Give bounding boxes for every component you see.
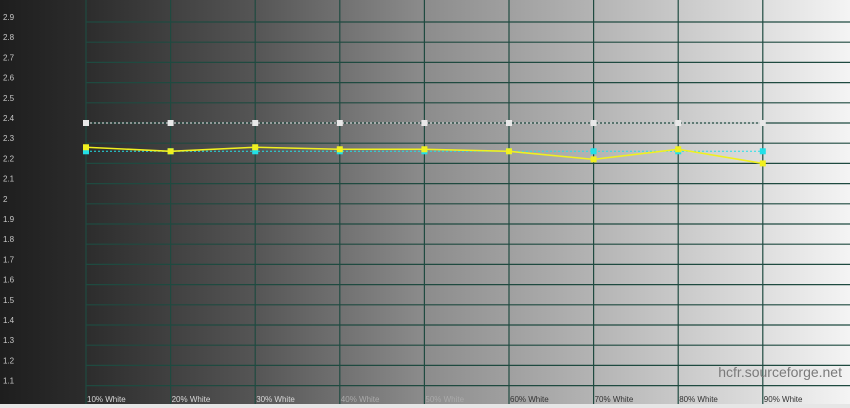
series-point-0 [759, 120, 766, 126]
y-tick-label: 2.5 [3, 94, 15, 103]
x-tick-label: 90% White [764, 395, 803, 404]
x-tick-label: 60% White [510, 395, 549, 404]
series-point-2 [83, 144, 89, 151]
watermark: hcfr.sourceforge.net [718, 364, 842, 380]
y-tick-label: 1.5 [3, 296, 15, 305]
y-tick-label: 2.3 [3, 134, 15, 143]
y-tick-label: 1.4 [3, 316, 15, 325]
series-point-0 [506, 120, 512, 126]
series-point-2 [590, 156, 597, 163]
series-point-0 [252, 120, 259, 126]
series-point-0 [336, 120, 343, 126]
y-tick-label: 2.1 [3, 175, 15, 184]
y-tick-label: 1.1 [3, 377, 15, 386]
y-tick-label: 2.4 [3, 114, 15, 123]
series-point-2 [759, 160, 766, 167]
y-tick-label: 2 [3, 195, 8, 204]
series-point-1 [252, 148, 259, 155]
y-tick-label: 1.2 [3, 356, 15, 365]
x-tick-label: 10% White [87, 395, 126, 404]
series-point-0 [83, 120, 89, 126]
series-point-2 [252, 144, 259, 151]
x-tick-label: 80% White [679, 395, 718, 404]
y-tick-label: 2.8 [3, 33, 15, 42]
series-point-0 [675, 120, 682, 126]
series-point-0 [167, 120, 174, 126]
bottom-strip [0, 404, 850, 408]
series-point-1 [590, 148, 597, 155]
x-tick-label: 40% White [341, 395, 380, 404]
y-tick-label: 2.7 [3, 53, 15, 62]
x-tick-label: 50% White [425, 395, 464, 404]
y-tick-label: 2.6 [3, 74, 15, 83]
series-point-2 [336, 146, 343, 153]
series-point-0 [590, 120, 597, 126]
series-point-2 [167, 148, 174, 155]
x-tick-label: 70% White [595, 395, 634, 404]
series-point-0 [421, 120, 428, 126]
x-tick-label: 20% White [172, 395, 211, 404]
y-tick-label: 1.3 [3, 336, 15, 345]
series-point-2 [506, 148, 512, 155]
y-tick-label: 2.2 [3, 154, 15, 163]
series-point-1 [759, 148, 766, 155]
series-point-2 [421, 146, 428, 153]
y-tick-label: 1.6 [3, 276, 15, 285]
series-point-2 [675, 146, 682, 153]
x-tick-label: 30% White [256, 395, 295, 404]
series-point-1 [83, 148, 89, 155]
y-tick-label: 1.7 [3, 255, 15, 264]
y-tick-label: 2.9 [3, 13, 15, 22]
y-tick-label: 1.9 [3, 215, 15, 224]
y-tick-label: 1.8 [3, 235, 15, 244]
